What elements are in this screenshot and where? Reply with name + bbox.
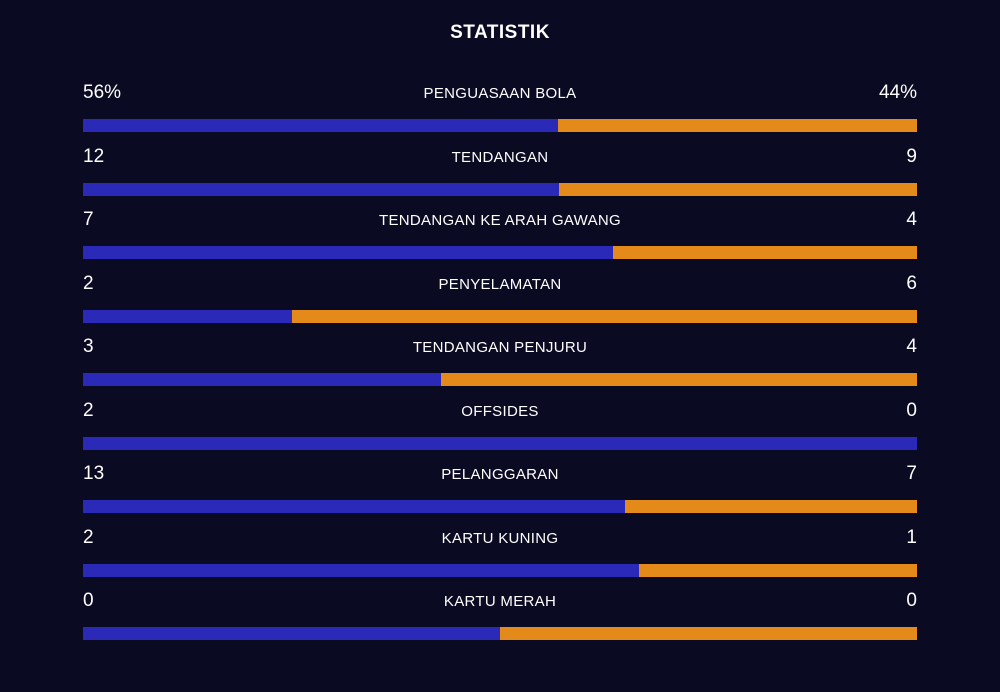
home-bar-segment — [83, 246, 614, 259]
comparison-bar — [83, 119, 917, 132]
home-bar-segment — [83, 309, 292, 323]
home-value: 13 — [83, 463, 105, 484]
away-value: 4 — [906, 209, 917, 230]
comparison-bar — [83, 627, 917, 640]
stat-label: TENDANGAN PENJURU — [412, 339, 588, 356]
away-bar-segment — [625, 500, 917, 513]
stat-row-fouls: 13 PELANGGARAN 7 — [83, 460, 917, 524]
home-bar-segment — [83, 627, 500, 640]
away-value: 0 — [906, 399, 917, 421]
away-bar-segment — [291, 309, 917, 323]
away-bar-segment — [613, 246, 917, 259]
home-value: 0 — [83, 590, 94, 611]
home-bar-segment — [83, 373, 441, 386]
home-bar-segment — [83, 119, 559, 132]
away-bar-segment — [639, 563, 917, 577]
comparison-bar — [83, 563, 917, 577]
stat-row-corners: 3 TENDANGAN PENJURU 4 — [83, 333, 917, 397]
comparison-bar — [83, 436, 917, 450]
away-value: 4 — [906, 336, 917, 357]
stat-row-red-cards: 0 KARTU MERAH 0 — [83, 587, 917, 651]
away-bar-segment — [559, 182, 917, 196]
home-value: 56% — [83, 82, 122, 103]
away-bar-segment — [500, 627, 917, 640]
away-value: 7 — [906, 463, 917, 484]
stat-row-saves: 2 PENYELAMATAN 6 — [83, 270, 917, 334]
stat-label: TENDANGAN — [451, 148, 549, 166]
home-bar-segment — [83, 436, 917, 450]
stat-label: PELANGGARAN — [441, 466, 559, 483]
stat-label: OFFSIDES — [461, 402, 539, 420]
comparison-bar — [83, 373, 917, 386]
stat-label: TENDANGAN KE ARAH GAWANG — [379, 212, 621, 229]
home-value: 3 — [83, 336, 94, 357]
away-value: 9 — [906, 145, 917, 167]
comparison-bar — [83, 246, 917, 259]
away-value: 44% — [878, 82, 917, 103]
home-value: 2 — [83, 526, 94, 548]
comparison-bar — [83, 182, 917, 196]
stat-label: PENGUASAAN BOLA — [423, 85, 577, 102]
home-value: 7 — [83, 209, 94, 230]
home-value: 12 — [83, 145, 105, 167]
stat-row-shots: 12 TENDANGAN 9 — [83, 143, 917, 207]
home-bar-segment — [83, 500, 626, 513]
comparison-bar — [83, 309, 917, 323]
home-value: 2 — [83, 399, 94, 421]
away-bar-segment — [558, 119, 917, 132]
stat-label: KARTU KUNING — [441, 529, 559, 547]
home-bar-segment — [83, 563, 640, 577]
stat-row-ball-possession: 56% PENGUASAAN BOLA 44% — [83, 79, 917, 143]
away-value: 0 — [906, 590, 917, 611]
stat-row-shots-on-target: 7 TENDANGAN KE ARAH GAWANG 4 — [83, 206, 917, 270]
away-value: 6 — [906, 272, 917, 294]
away-bar-segment — [440, 373, 917, 386]
stats-list: 56% PENGUASAAN BOLA 44% 12 TENDANGAN 9 — [83, 79, 917, 651]
stat-row-yellow-cards: 2 KARTU KUNING 1 — [83, 524, 917, 588]
home-bar-segment — [83, 182, 560, 196]
home-value: 2 — [83, 272, 94, 294]
comparison-bar — [83, 500, 917, 513]
stat-label: KARTU MERAH — [443, 593, 557, 610]
stat-label: PENYELAMATAN — [438, 275, 562, 293]
away-value: 1 — [906, 526, 917, 548]
stat-row-offsides: 2 OFFSIDES 0 — [83, 397, 917, 461]
panel-title: STATISTIK — [450, 22, 550, 43]
